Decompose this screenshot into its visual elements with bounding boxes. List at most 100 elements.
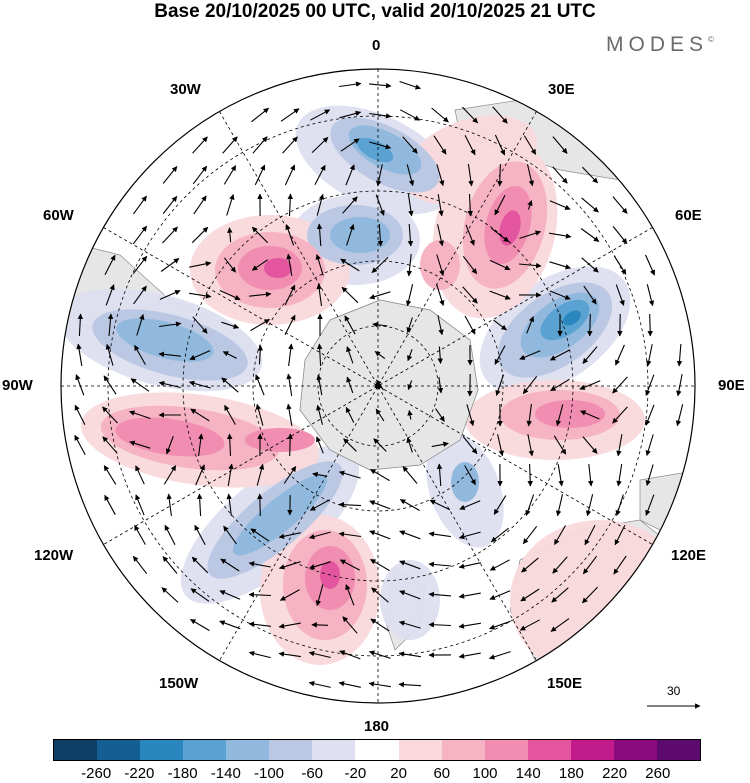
wind-vector-arrow xyxy=(527,463,533,487)
wind-vector-arrow xyxy=(555,494,564,517)
wind-vector-arrow xyxy=(579,380,601,390)
wind-vector-arrow xyxy=(129,410,151,420)
wind-vector-arrow xyxy=(284,164,296,186)
wind-vector-arrow xyxy=(311,137,329,153)
wind-vector-arrow xyxy=(581,197,599,213)
wind-vector-arrow xyxy=(612,196,628,214)
wind-vector-arrow xyxy=(283,466,297,484)
wind-vector-arrow xyxy=(616,464,623,487)
wind-vector-arrow xyxy=(616,434,623,457)
wind-vector-arrow xyxy=(489,559,510,571)
wind-vector-arrow xyxy=(369,530,391,540)
colorbar-tick-label: -20 xyxy=(344,765,367,782)
wind-vector-arrow xyxy=(223,525,237,545)
wind-vector-arrow xyxy=(462,255,478,275)
wind-vector-arrow xyxy=(489,590,511,600)
wind-vector-arrow xyxy=(489,290,511,300)
wind-vector-arrow xyxy=(248,650,271,659)
wind-vector-arrow xyxy=(646,284,655,307)
wind-vector-arrow xyxy=(368,650,391,659)
wind-vector-arrow xyxy=(369,141,392,150)
reference-vector-label: 30 xyxy=(667,684,681,698)
wind-vector-arrow xyxy=(613,255,627,275)
wind-vector-arrow xyxy=(132,555,148,575)
wind-vector-arrow xyxy=(226,493,232,516)
wind-vector-arrow xyxy=(458,592,481,599)
wind-vector-arrow xyxy=(129,440,151,449)
wind-vector-arrow xyxy=(248,561,271,568)
lon-label-60w: 60W xyxy=(43,207,74,224)
wind-vector-arrow xyxy=(552,556,568,574)
colorbar xyxy=(53,739,701,761)
wind-vector-arrow xyxy=(162,195,178,214)
wind-vector-arrow xyxy=(490,527,509,543)
colorbar-tick-label: 60 xyxy=(433,765,451,782)
wind-vector-arrow xyxy=(489,259,511,271)
wind-vector-arrow xyxy=(193,195,207,215)
map-boundary xyxy=(60,68,696,704)
wind-vector-arrow xyxy=(135,465,145,485)
wind-vector-arrow xyxy=(190,408,210,422)
wind-vector-arrow xyxy=(345,164,355,186)
wind-vector-arrow xyxy=(615,344,625,366)
wind-vector-arrow xyxy=(615,494,624,517)
wind-vector-arrow xyxy=(192,165,208,185)
wind-vector-arrow xyxy=(316,223,323,247)
wind-vector-arrow xyxy=(519,230,542,239)
colorbar-segment xyxy=(398,740,442,760)
wind-vector-arrow xyxy=(158,351,181,358)
colorbar-tick-label: 100 xyxy=(472,765,498,782)
wind-vector-arrow xyxy=(458,531,481,540)
wind-vector-arrow xyxy=(255,403,264,426)
wind-vector-arrow xyxy=(338,470,361,479)
wind-vector-arrow xyxy=(645,404,655,426)
wind-vector-arrow xyxy=(676,343,683,367)
colorbar-segment xyxy=(312,740,356,760)
wind-vector-arrow xyxy=(346,376,354,394)
wind-vector-arrow xyxy=(407,194,414,217)
wind-vector-arrow xyxy=(521,557,539,573)
wind-vector-arrow xyxy=(612,376,628,394)
wind-vector-arrow xyxy=(493,319,507,331)
wind-vector-arrow xyxy=(527,434,534,457)
wind-vector-arrow xyxy=(135,494,145,516)
wind-vector-arrow xyxy=(400,109,421,121)
wind-vector-arrow xyxy=(311,622,329,628)
wind-vector-arrow xyxy=(557,464,564,487)
wind-vector-arrow xyxy=(227,463,234,486)
wind-vector-arrow xyxy=(647,313,653,337)
wind-vector-arrow xyxy=(257,345,264,365)
wind-vector-arrow xyxy=(249,291,272,298)
wind-vector-arrow xyxy=(554,525,566,545)
wind-vector-arrow xyxy=(312,471,328,478)
wind-vector-arrow xyxy=(76,343,83,366)
wind-vector-arrow xyxy=(371,587,389,603)
wind-vector-arrow xyxy=(190,588,210,602)
colorbar-segment xyxy=(183,740,227,760)
wind-vector-arrow xyxy=(402,466,418,484)
wind-vector-arrow xyxy=(518,262,542,269)
wind-vector-arrow xyxy=(342,616,358,634)
wind-vector-arrow xyxy=(550,378,570,392)
colorbar-segment xyxy=(226,740,270,760)
lon-label-180: 180 xyxy=(364,718,390,735)
wind-vector-arrow xyxy=(338,531,361,538)
wind-vector-arrow xyxy=(278,532,301,539)
lon-label-30e: 30E xyxy=(548,81,575,98)
wind-vector-arrow xyxy=(284,284,296,306)
colorbar-segment xyxy=(355,740,399,760)
wind-vector-arrow xyxy=(340,138,360,152)
wind-vector-arrow xyxy=(162,226,178,244)
wind-vector-arrow xyxy=(74,404,86,426)
wind-vector-arrow xyxy=(280,108,300,122)
wind-vector-arrow xyxy=(435,408,445,422)
wind-vector-arrow xyxy=(104,494,116,515)
wind-vector-arrow xyxy=(399,80,421,90)
colorbar-segment xyxy=(269,740,313,760)
wind-vector-arrow xyxy=(428,621,452,628)
wind-vector-arrow xyxy=(580,228,600,242)
wind-vector-arrow xyxy=(338,681,361,688)
colorbar-tick-label: -260 xyxy=(81,765,112,782)
wind-vector-arrow xyxy=(645,464,654,487)
wind-vector-arrow xyxy=(552,136,568,154)
